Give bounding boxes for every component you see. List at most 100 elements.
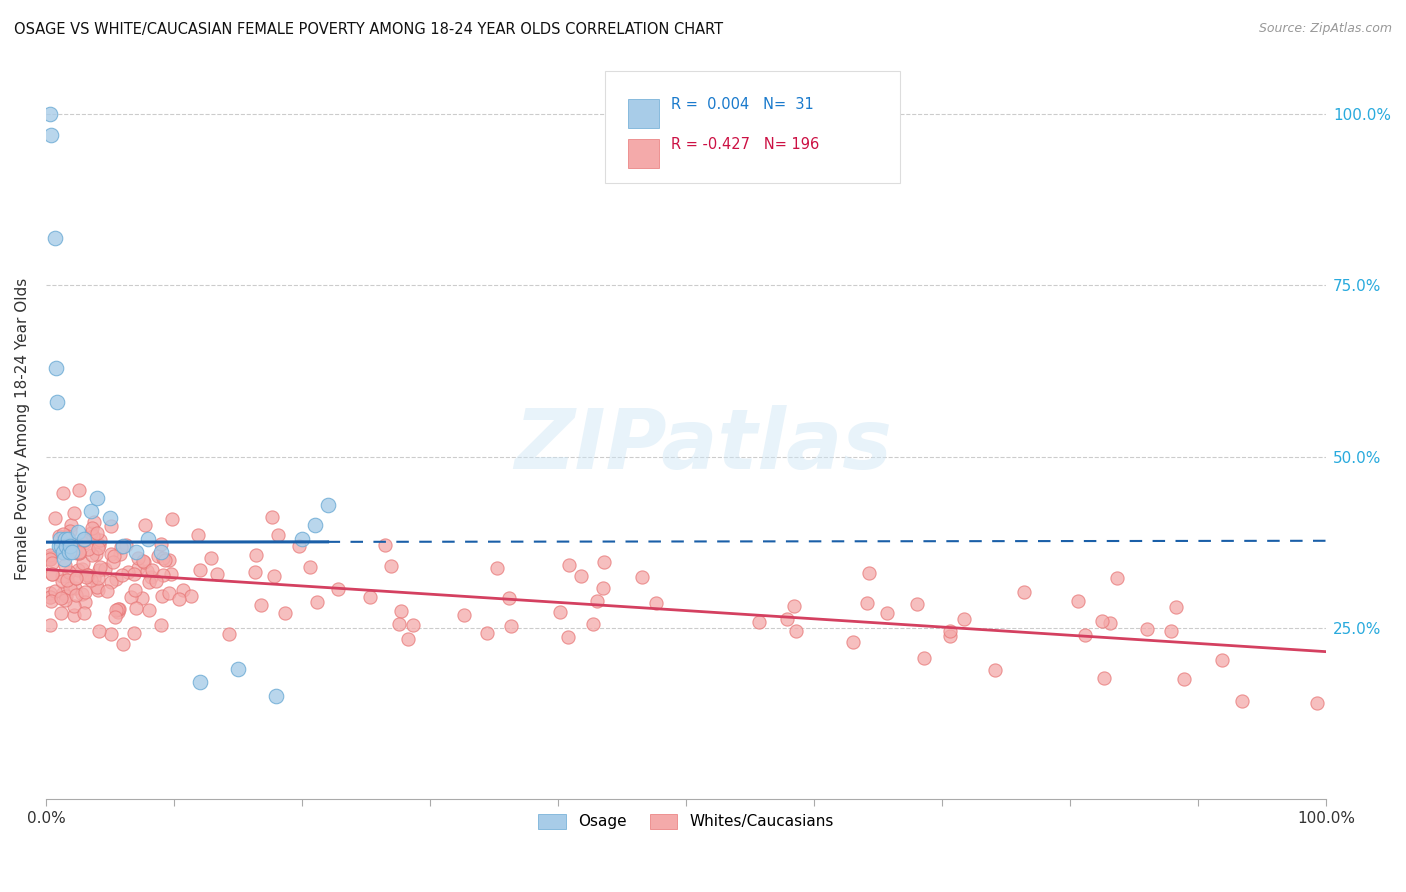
- Point: [104, 610, 127, 624]
- Point: [110, 547, 132, 561]
- Point: [66, 541, 89, 556]
- Point: [953, 612, 976, 626]
- Point: [52, 526, 75, 541]
- Point: [1074, 628, 1097, 642]
- Point: [172, 582, 194, 597]
- Point: [274, 607, 297, 621]
- Point: [89, 563, 111, 577]
- Point: [557, 630, 579, 644]
- Point: [38, 107, 60, 121]
- Point: [856, 596, 879, 610]
- Point: [86, 525, 108, 540]
- Point: [52, 545, 75, 559]
- Point: [100, 518, 122, 533]
- Point: [56, 532, 79, 546]
- Y-axis label: Female Poverty Among 18-24 Year Olds: Female Poverty Among 18-24 Year Olds: [15, 278, 30, 581]
- Point: [82, 529, 104, 543]
- Point: [152, 550, 174, 565]
- Point: [89, 624, 111, 638]
- Point: [107, 605, 129, 619]
- Point: [122, 567, 145, 582]
- Point: [67, 546, 90, 560]
- Point: [38, 550, 60, 565]
- Point: [1067, 594, 1090, 608]
- Point: [104, 572, 127, 586]
- Point: [83, 571, 105, 585]
- Point: [56, 529, 79, 543]
- Point: [100, 626, 122, 640]
- Point: [150, 617, 173, 632]
- Point: [41, 556, 63, 570]
- Point: [124, 545, 146, 559]
- Point: [389, 604, 412, 618]
- Point: [46, 394, 69, 409]
- Point: [1305, 696, 1327, 710]
- Point: [87, 582, 110, 597]
- Point: [100, 575, 122, 590]
- Point: [59, 524, 82, 538]
- Point: [63, 506, 86, 520]
- Point: [245, 549, 267, 563]
- Point: [145, 574, 167, 589]
- Point: [55, 590, 77, 604]
- Point: [1164, 599, 1187, 614]
- Point: [582, 617, 605, 632]
- Point: [218, 626, 240, 640]
- Point: [380, 558, 402, 573]
- Point: [188, 563, 211, 577]
- Point: [111, 539, 134, 553]
- Point: [52, 546, 75, 560]
- Point: [141, 563, 163, 577]
- Point: [89, 533, 111, 547]
- Point: [51, 574, 73, 588]
- Point: [138, 532, 160, 546]
- Point: [226, 662, 249, 676]
- Point: [374, 538, 396, 552]
- Point: [558, 558, 581, 573]
- Point: [87, 541, 110, 555]
- Point: [41, 566, 63, 581]
- Point: [52, 552, 75, 566]
- Text: Source: ZipAtlas.com: Source: ZipAtlas.com: [1258, 22, 1392, 36]
- Point: [205, 566, 228, 581]
- Point: [44, 511, 66, 525]
- Point: [44, 230, 66, 244]
- Point: [127, 561, 149, 575]
- Point: [485, 560, 508, 574]
- Point: [66, 524, 89, 539]
- Point: [53, 592, 76, 607]
- Point: [70, 587, 93, 601]
- Point: [157, 553, 180, 567]
- Point: [59, 540, 82, 554]
- Point: [266, 689, 288, 703]
- Point: [359, 591, 381, 605]
- Point: [94, 562, 117, 576]
- Point: [150, 589, 173, 603]
- Point: [305, 595, 328, 609]
- Point: [103, 549, 125, 564]
- Point: [250, 598, 273, 612]
- Point: [72, 562, 94, 576]
- Point: [150, 545, 173, 559]
- Point: [76, 567, 98, 582]
- Point: [550, 605, 572, 619]
- Point: [100, 547, 122, 561]
- Point: [75, 584, 97, 599]
- Point: [75, 569, 97, 583]
- Text: OSAGE VS WHITE/CAUCASIAN FEMALE POVERTY AMONG 18-24 YEAR OLDS CORRELATION CHART: OSAGE VS WHITE/CAUCASIAN FEMALE POVERTY …: [14, 22, 723, 37]
- Point: [498, 591, 520, 605]
- Point: [80, 521, 103, 535]
- Point: [299, 560, 322, 574]
- Point: [76, 567, 98, 582]
- Point: [60, 545, 83, 559]
- Point: [59, 539, 82, 553]
- Point: [1232, 694, 1254, 708]
- Point: [44, 583, 66, 598]
- Point: [644, 596, 666, 610]
- Point: [59, 581, 82, 595]
- Point: [110, 540, 132, 554]
- Point: [1160, 624, 1182, 638]
- Point: [38, 591, 60, 605]
- Point: [103, 555, 125, 569]
- Point: [59, 517, 82, 532]
